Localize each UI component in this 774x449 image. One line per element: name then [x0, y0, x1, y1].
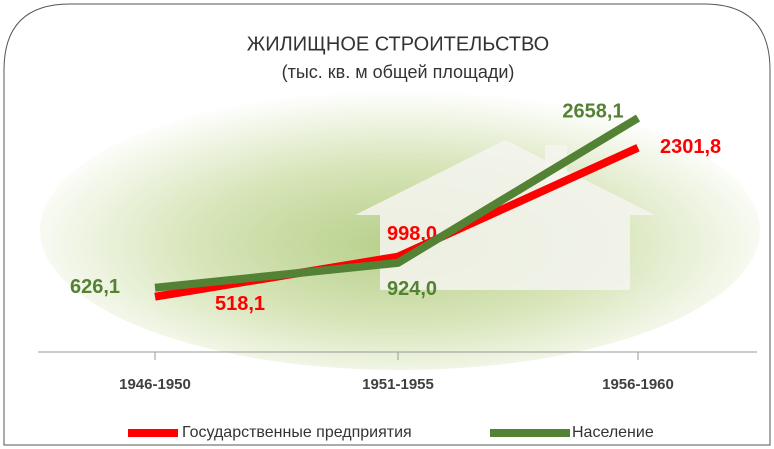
chart-subtitle: (тыс. кв. м общей площади)	[282, 62, 515, 82]
data-label: 626,1	[70, 276, 120, 298]
data-label: 2301,8	[660, 136, 721, 158]
legend-label: Население	[572, 424, 654, 441]
data-label: 2658,1	[562, 100, 623, 122]
chart: ЖИЛИЩНОЕ СТРОИТЕЛЬСТВО (тыс. кв. м общей…	[0, 0, 774, 449]
x-tick-label: 1946-1950	[119, 376, 191, 393]
legend-label: Государственные предприятия	[182, 424, 412, 441]
x-tick-label: 1956-1960	[602, 376, 674, 393]
x-tick-label: 1951-1955	[362, 376, 434, 393]
data-label: 518,1	[215, 293, 265, 315]
data-label: 924,0	[387, 278, 437, 300]
page: ЖИЛИЩНОЕ СТРОИТЕЛЬСТВО (тыс. кв. м общей…	[0, 0, 774, 449]
chart-title: ЖИЛИЩНОЕ СТРОИТЕЛЬСТВО	[247, 33, 549, 55]
